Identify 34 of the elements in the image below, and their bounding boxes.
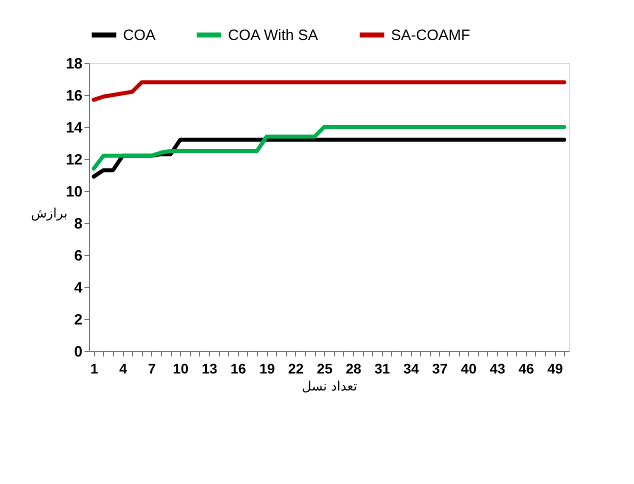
x-tick-label: 49 <box>547 360 564 376</box>
y-tick-label: 8 <box>74 216 82 232</box>
x-tick-label: 28 <box>346 360 362 376</box>
x-tick-label: 16 <box>230 360 246 376</box>
x-tick-label: 46 <box>518 360 534 376</box>
line-series <box>92 80 566 102</box>
x-tick-label: 40 <box>460 360 477 376</box>
y-tick-label: 6 <box>74 248 82 264</box>
y-tick-label: 16 <box>66 88 82 104</box>
legend-label: COA <box>123 27 156 44</box>
x-tick-label: 1 <box>90 360 98 376</box>
x-tick-label: 25 <box>316 360 333 376</box>
x-tick-label: 13 <box>202 360 218 376</box>
legend-label: SA-COAMF <box>391 27 470 44</box>
y-tick-label: 2 <box>74 312 82 328</box>
legend-label: COA With SA <box>228 27 318 44</box>
y-tick-label: 12 <box>66 152 82 168</box>
x-tick-label: 4 <box>119 360 128 376</box>
y-tick-label: 4 <box>74 280 84 296</box>
y-axis-title: برازش <box>30 206 68 222</box>
y-tick-label: 18 <box>66 56 82 72</box>
x-tick-label: 43 <box>490 360 506 376</box>
y-tick-label: 0 <box>74 344 82 360</box>
y-tick-label: 14 <box>66 120 84 136</box>
x-tick-label: 10 <box>172 360 189 376</box>
x-tick-label: 37 <box>432 360 448 376</box>
x-tick-label: 34 <box>403 360 420 376</box>
x-tick-label: 19 <box>259 360 276 376</box>
line-series <box>92 125 566 171</box>
x-tick-label: 7 <box>148 360 156 376</box>
x-tick-label: 31 <box>374 360 390 376</box>
y-tick-label: 10 <box>66 184 82 200</box>
x-axis-title: تعداد نسل <box>302 380 358 394</box>
x-tick-label: 22 <box>288 360 304 376</box>
